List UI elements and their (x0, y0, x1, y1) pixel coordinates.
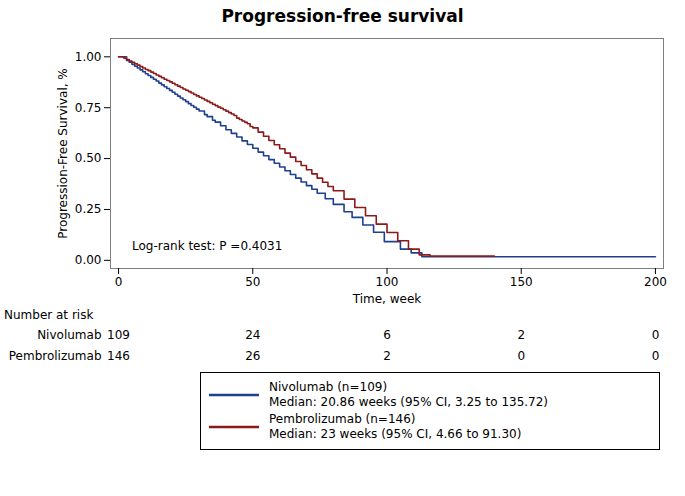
svg-text:Pembrolizumab: Pembrolizumab (9, 349, 102, 363)
svg-text:146: 146 (107, 349, 130, 363)
svg-text:0: 0 (652, 328, 660, 342)
html-text:Nivolumab (n=109): Nivolumab (n=109) (269, 380, 388, 394)
html-text:Progression-free survival: Progression-free survival (221, 6, 464, 26)
html-text:Pembrolizumab (n=146): Pembrolizumab (n=146) (269, 412, 416, 426)
svg-text:Time, week: Time, week (352, 292, 422, 306)
html-text:Median: 20.86 weeks (95% CI, 3: Median: 20.86 weeks (95% CI, 3.25 to 135… (269, 395, 548, 409)
html-text:Median: 23 weeks (95% CI, 4.66: Median: 23 weeks (95% CI, 4.66 to 91.30) (269, 427, 522, 441)
svg-text:0.00: 0.00 (75, 253, 102, 267)
svg-text:0.25: 0.25 (75, 202, 102, 216)
svg-text:2: 2 (383, 349, 391, 363)
svg-text:109: 109 (107, 328, 130, 342)
svg-text:0.50: 0.50 (75, 151, 102, 165)
svg-text:0: 0 (115, 275, 123, 289)
svg-text:Progression-Free Survival, %: Progression-Free Survival, % (56, 68, 70, 239)
svg-text:24: 24 (245, 328, 260, 342)
svg-text:200: 200 (644, 275, 667, 289)
svg-text:50: 50 (245, 275, 260, 289)
svg-text:2: 2 (517, 328, 525, 342)
svg-text:1.00: 1.00 (75, 50, 102, 64)
svg-text:Nivolumab: Nivolumab (37, 328, 101, 342)
svg-text:0: 0 (517, 349, 525, 363)
svg-text:Log-rank test: P =0.4031: Log-rank test: P =0.4031 (132, 239, 282, 253)
svg-text:150: 150 (510, 275, 533, 289)
html-text:Number at risk: Number at risk (4, 308, 94, 322)
svg-text:0.75: 0.75 (75, 101, 102, 115)
svg-text:6: 6 (383, 328, 391, 342)
svg-text:26: 26 (245, 349, 260, 363)
svg-text:0: 0 (652, 349, 660, 363)
svg-text:100: 100 (376, 275, 399, 289)
